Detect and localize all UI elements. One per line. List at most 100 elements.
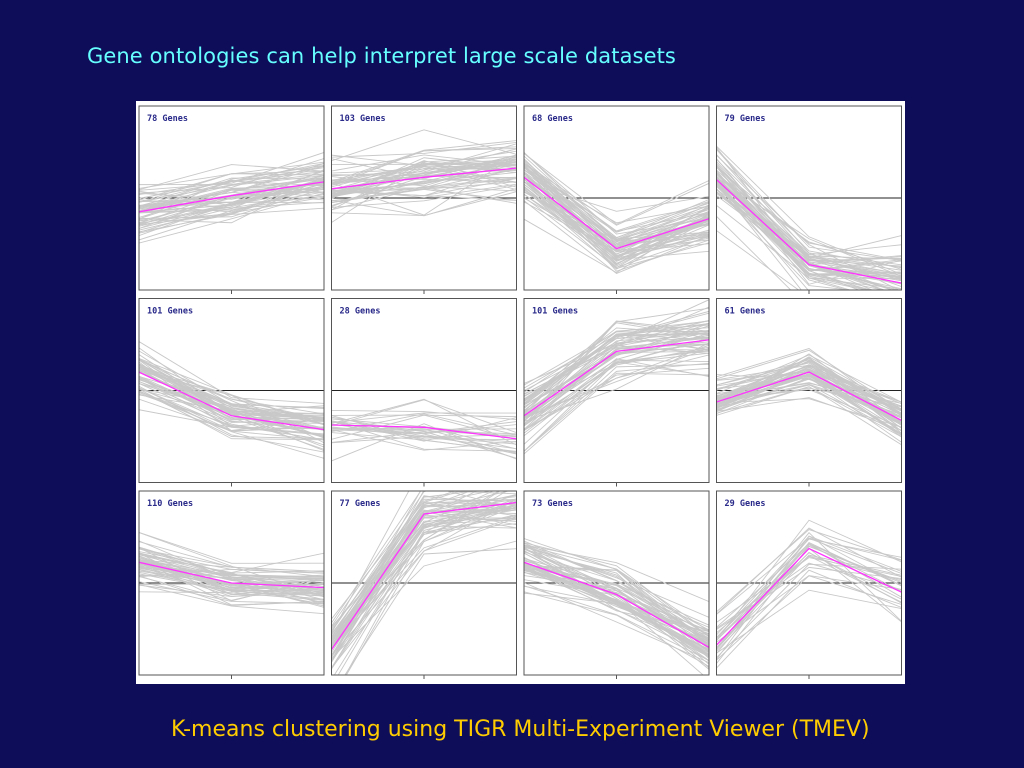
gene-profile-line bbox=[331, 423, 517, 462]
gene-profile-line bbox=[716, 367, 902, 411]
panel-label: 78 Genes bbox=[147, 114, 188, 124]
gene-profile-line bbox=[139, 191, 324, 209]
gene-profile-line bbox=[331, 498, 517, 631]
gene-profile-line bbox=[524, 354, 709, 431]
gene-profile-line bbox=[716, 146, 902, 271]
panel-label: 68 Genes bbox=[532, 114, 573, 124]
gene-profile-line bbox=[331, 143, 517, 194]
panel-label: 28 Genes bbox=[340, 307, 381, 317]
gene-profile-line bbox=[139, 591, 324, 601]
gene-profile-line bbox=[139, 207, 324, 226]
gene-profile-line bbox=[524, 540, 709, 631]
gene-profile-line bbox=[524, 361, 709, 452]
cluster-centroid-line bbox=[716, 179, 902, 284]
cluster-centroid-line bbox=[524, 561, 709, 648]
cluster-panel: 28 Genes bbox=[331, 298, 517, 487]
gene-profile-line bbox=[716, 382, 902, 410]
gene-profile-line bbox=[716, 230, 800, 290]
gene-profile-line bbox=[139, 179, 324, 227]
gene-profile-line bbox=[524, 565, 709, 647]
gene-profile-line bbox=[139, 569, 324, 594]
gene-profile-line bbox=[524, 571, 704, 675]
gene-profile-line bbox=[524, 338, 709, 434]
gene-profile-line bbox=[716, 397, 902, 431]
gene-profile-line bbox=[331, 495, 517, 639]
gene-profile-line bbox=[331, 175, 517, 182]
gene-profile-line bbox=[139, 165, 324, 203]
gene-profile-line bbox=[524, 312, 709, 406]
gene-profile-line bbox=[139, 388, 324, 441]
panel-label: 29 Genes bbox=[725, 499, 766, 509]
gene-profile-line bbox=[716, 535, 902, 636]
gene-profile-line bbox=[524, 153, 709, 225]
slide-title: Gene ontologies can help interpret large… bbox=[87, 44, 676, 68]
gene-profile-line bbox=[139, 570, 324, 585]
cluster-centroid-line bbox=[139, 371, 324, 431]
gene-profile-line bbox=[524, 188, 709, 270]
gene-profile-line bbox=[524, 322, 709, 395]
gene-profile-line bbox=[524, 544, 709, 602]
gene-profile-line bbox=[139, 169, 324, 213]
gene-profile-line bbox=[716, 538, 902, 638]
gene-profile-line bbox=[524, 359, 709, 445]
gene-profile-line bbox=[716, 563, 902, 658]
panel-label: 73 Genes bbox=[532, 499, 573, 509]
gene-profile-line bbox=[331, 491, 500, 670]
cluster-panel: 68 Genes bbox=[523, 105, 710, 294]
gene-profile-line bbox=[524, 336, 709, 425]
gene-profile-line bbox=[139, 366, 324, 416]
gene-profile-line bbox=[716, 349, 902, 411]
gene-profile-line bbox=[139, 571, 324, 600]
gene-profile-line bbox=[524, 330, 709, 386]
gene-profile-line bbox=[716, 148, 902, 262]
gene-profile-line bbox=[331, 168, 517, 202]
gene-profile-line bbox=[524, 336, 709, 417]
gene-profile-line bbox=[139, 559, 324, 596]
gene-profile-line bbox=[524, 162, 709, 243]
gene-profile-line bbox=[345, 506, 517, 675]
gene-profile-line bbox=[331, 412, 517, 424]
gene-profile-line bbox=[139, 177, 324, 208]
cluster-panel: 73 Genes bbox=[523, 490, 710, 679]
cluster-panel: 103 Genes bbox=[331, 105, 517, 294]
gene-profile-line bbox=[524, 363, 709, 452]
gene-profile-line bbox=[331, 491, 422, 624]
gene-profile-line bbox=[524, 559, 709, 661]
gene-profile-line bbox=[331, 420, 517, 441]
gene-profile-line bbox=[331, 421, 517, 434]
panel-label: 110 Genes bbox=[147, 499, 193, 509]
gene-profile-line bbox=[524, 346, 709, 424]
gene-profile-line bbox=[331, 183, 517, 199]
gene-profile-line bbox=[716, 398, 902, 428]
gene-profile-line bbox=[139, 189, 324, 225]
gene-profile-line bbox=[331, 129, 517, 162]
panel-label: 101 Genes bbox=[532, 307, 578, 317]
gene-profile-line bbox=[139, 552, 324, 587]
gene-profile-line bbox=[331, 511, 517, 658]
cluster-centroid-line bbox=[716, 371, 902, 421]
gene-profile-line bbox=[524, 570, 709, 669]
gene-profile-line bbox=[139, 180, 324, 196]
gene-profile-line bbox=[139, 364, 324, 414]
gene-profile-line bbox=[524, 200, 709, 274]
panel-label: 79 Genes bbox=[725, 114, 766, 124]
gene-profile-line bbox=[139, 541, 324, 573]
gene-profile-line bbox=[524, 334, 709, 405]
gene-profile-line bbox=[331, 178, 517, 197]
gene-profile-line bbox=[139, 377, 324, 421]
gene-profile-line bbox=[331, 155, 517, 211]
gene-profile-line bbox=[331, 507, 517, 638]
cluster-chart: 78 Genes 103 Genes 68 Genes 79 Genes 101 Gen… bbox=[138, 105, 902, 679]
gene-profile-line bbox=[331, 161, 517, 189]
gene-profile-line bbox=[139, 341, 324, 404]
gene-profile-line bbox=[139, 192, 324, 244]
gene-profile-line bbox=[139, 176, 324, 224]
gene-profile-line bbox=[331, 432, 517, 453]
gene-profile-line bbox=[331, 409, 517, 421]
gene-profile-line bbox=[524, 322, 709, 405]
gene-profile-line bbox=[524, 179, 709, 257]
gene-profile-line bbox=[331, 517, 517, 656]
gene-profile-line bbox=[524, 188, 709, 261]
gene-profile-line bbox=[524, 306, 709, 414]
gene-profile-line bbox=[524, 175, 709, 242]
